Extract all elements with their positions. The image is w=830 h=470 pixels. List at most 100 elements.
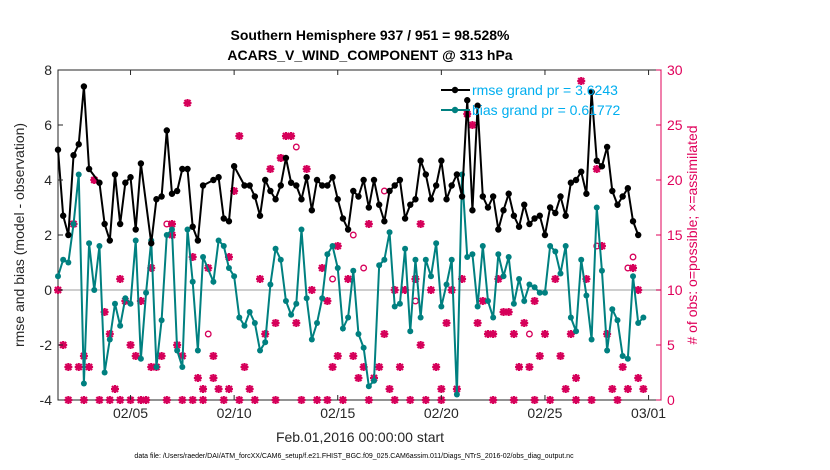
- assimilated-count-marker: [74, 363, 83, 371]
- rmse-point: [422, 171, 430, 178]
- bias-point: [588, 336, 595, 343]
- bias-point: [210, 278, 217, 285]
- rmse-point: [54, 146, 62, 153]
- asterisk-stroke: [183, 99, 192, 107]
- assimilated-count-marker: [95, 396, 104, 404]
- asterisk-stroke: [577, 77, 585, 85]
- rmse-point: [360, 176, 367, 184]
- legend-label: bias grand pr = 0.61772: [472, 102, 620, 118]
- asterisk-stroke: [375, 363, 383, 371]
- assimilated-count-marker: [271, 319, 280, 327]
- assimilated-count-marker: [426, 286, 435, 294]
- asterisk-stroke: [561, 385, 570, 393]
- bias-point: [376, 262, 383, 269]
- assimilated-count-marker: [364, 220, 373, 228]
- assimilated-count-marker: [390, 396, 399, 404]
- bias-point: [251, 320, 258, 326]
- asterisk-stroke: [510, 396, 518, 404]
- rmse-point: [85, 165, 93, 173]
- rmse-point: [567, 179, 575, 186]
- rmse-point: [489, 193, 497, 200]
- rmse-point: [578, 168, 585, 175]
- asterisk-stroke: [168, 220, 176, 228]
- series-rmse: [54, 83, 642, 247]
- y-right-tick-label: 30: [667, 62, 683, 78]
- rmse-point: [484, 204, 492, 211]
- asterisk-stroke: [437, 385, 446, 393]
- assimilated-count-marker: [333, 352, 342, 360]
- rmse-point: [479, 193, 486, 200]
- assimilated-count-marker: [85, 363, 94, 371]
- asterisk-stroke: [225, 385, 233, 393]
- assimilated-count-marker: [546, 396, 555, 404]
- asterisk-stroke: [613, 396, 622, 404]
- asterisk-stroke: [245, 385, 254, 393]
- rmse-point: [132, 226, 139, 233]
- bias-point: [174, 347, 181, 354]
- rmse-point: [210, 176, 217, 184]
- bias-point: [257, 347, 264, 354]
- bias-point: [365, 383, 372, 390]
- asterisk-stroke: [385, 385, 394, 393]
- bias-point: [220, 243, 227, 249]
- asterisk-stroke: [323, 396, 332, 404]
- assimilated-count-marker: [566, 330, 575, 338]
- assimilated-count-marker: [395, 363, 404, 371]
- bias-point: [484, 298, 491, 304]
- asterisk-stroke: [64, 363, 73, 371]
- assimilated-count-marker: [432, 363, 441, 371]
- assimilated-count-marker: [116, 396, 125, 404]
- rmse-point: [469, 207, 476, 214]
- bias-point: [80, 380, 87, 387]
- assimilated-count-marker: [209, 374, 218, 382]
- assimilated-count-marker: [421, 396, 430, 404]
- bias-point: [371, 377, 378, 384]
- assimilated-count-marker: [142, 396, 151, 404]
- assimilated-count-marker: [618, 363, 627, 371]
- asterisk-stroke: [530, 297, 539, 305]
- assimilated-count-marker: [116, 275, 125, 283]
- assimilated-count-marker: [375, 363, 384, 371]
- rmse-point: [137, 160, 145, 167]
- asterisk-stroke: [592, 165, 601, 173]
- assimilated-count-marker: [178, 396, 187, 404]
- bias-point: [91, 287, 98, 293]
- rmse-point: [619, 193, 626, 200]
- asterisk-stroke: [442, 319, 451, 327]
- asterisk-stroke: [235, 132, 244, 140]
- y-axis-right-label: # of obs: o=possible; ×=assimilated: [684, 125, 700, 344]
- assimilated-count-marker: [623, 385, 632, 393]
- bias-point: [516, 276, 523, 282]
- bias-point: [122, 295, 129, 302]
- asterisk-stroke: [422, 396, 430, 404]
- assimilated-count-marker: [323, 297, 332, 305]
- asterisk-stroke: [313, 396, 321, 404]
- rmse-point: [515, 223, 523, 230]
- assimilated-count-marker: [473, 319, 482, 327]
- bias-point: [510, 300, 517, 307]
- bias-point: [324, 251, 331, 258]
- assimilated-count-marker: [323, 396, 332, 404]
- assimilated-count-marker: [126, 341, 135, 349]
- rmse-point: [588, 88, 595, 96]
- assimilated-count-marker: [572, 374, 581, 382]
- asterisk-stroke: [365, 220, 373, 228]
- asterisk-stroke: [163, 396, 171, 404]
- rmse-point: [308, 207, 316, 214]
- asterisk-stroke: [59, 341, 67, 349]
- bias-point: [402, 245, 409, 252]
- assimilated-count-marker: [344, 275, 353, 283]
- asterisk-stroke: [572, 374, 580, 382]
- asterisk-stroke: [106, 396, 114, 404]
- rmse-point: [246, 182, 253, 189]
- asterisk-stroke: [302, 165, 311, 173]
- legend-label: rmse grand pr = 3.6243: [472, 82, 618, 98]
- possible-count-marker: [292, 143, 300, 151]
- chart-subtitle: ACARS_V_WIND_COMPONENT @ 313 hPa: [227, 47, 512, 63]
- assimilated-count-marker: [256, 275, 265, 283]
- bias-point: [526, 281, 533, 288]
- asterisk-stroke: [287, 132, 295, 140]
- asterisk-stroke: [634, 286, 642, 294]
- rmse-point: [536, 212, 543, 219]
- asterisk-stroke: [116, 396, 124, 404]
